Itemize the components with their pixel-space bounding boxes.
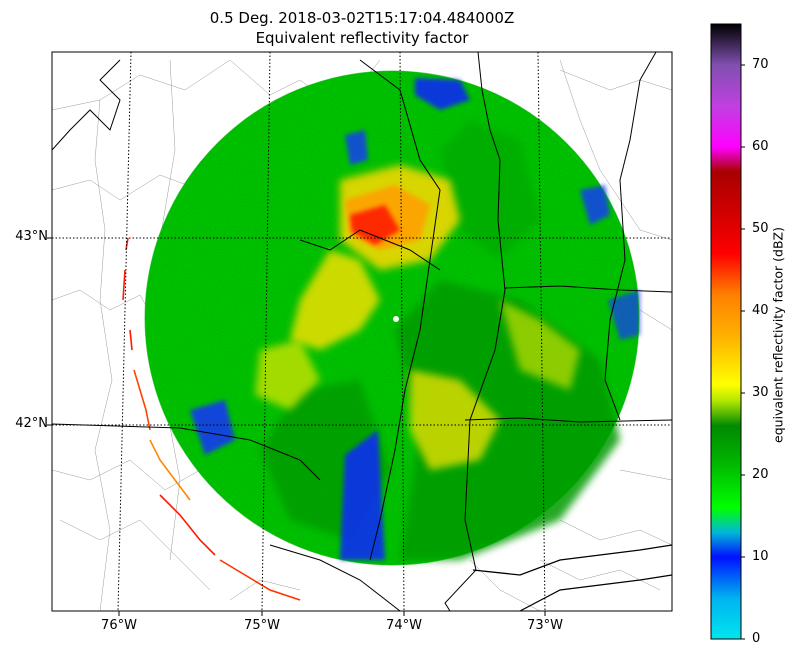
- colorbar-tick-20: 20: [752, 467, 769, 482]
- lon-label-75W: 75°W: [244, 618, 280, 633]
- lon-label-74W: 74°W: [386, 618, 422, 633]
- colorbar-tick-60: 60: [752, 139, 769, 154]
- gridlines: [52, 52, 672, 611]
- colorbar-tick-0: 0: [752, 631, 761, 646]
- colorbar-label: equivalent reflectivity factor (dBZ): [770, 227, 786, 443]
- state-boundaries: [52, 52, 672, 611]
- ground-clutter: [122, 237, 301, 601]
- colorbar: [710, 23, 742, 640]
- chart-title: 0.5 Deg. 2018-03-02T15:17:04.484000Z: [209, 9, 515, 27]
- chart-subtitle: Equivalent reflectivity factor: [255, 29, 469, 47]
- colorbar-tick-40: 40: [752, 303, 769, 318]
- lon-label-76W: 76°W: [101, 618, 137, 633]
- radar-site-marker: [393, 316, 399, 322]
- lon-label-73W: 73°W: [527, 618, 563, 633]
- colorbar-tick-30: 30: [752, 385, 769, 400]
- colorbar-tick-50: 50: [752, 221, 769, 236]
- map-frame: [51, 51, 673, 612]
- reflectivity-field: [144, 70, 640, 566]
- colorbar-ticks: [741, 64, 745, 640]
- colorbar-tick-70: 70: [752, 57, 769, 72]
- axis-ticks: [47, 237, 546, 616]
- lat-label-42N: 42°N: [15, 416, 48, 431]
- colorbar-tick-10: 10: [752, 549, 769, 564]
- lat-label-43N: 43°N: [15, 229, 48, 244]
